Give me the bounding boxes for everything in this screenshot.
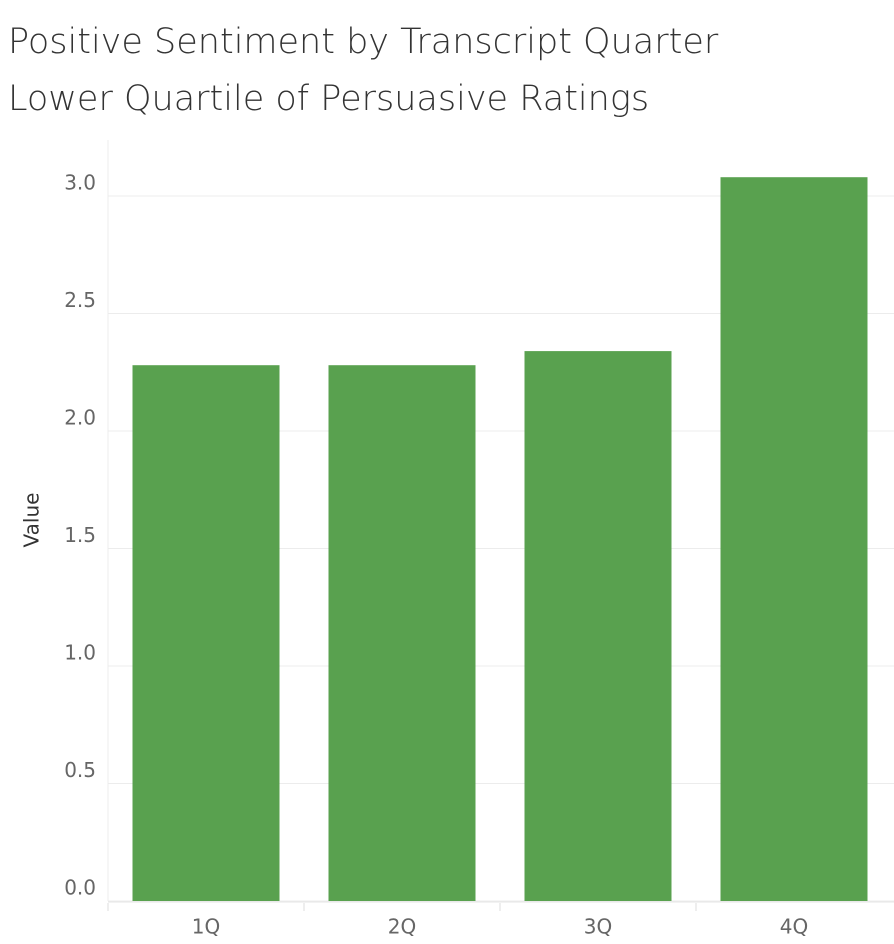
- y-tick-label: 0.0: [64, 876, 96, 900]
- chart-title: Positive Sentiment by Transcript Quarter: [8, 22, 719, 62]
- y-tick-label: 2.0: [64, 406, 96, 430]
- y-tick-label: 0.5: [64, 758, 96, 782]
- y-tick-label: 1.5: [64, 523, 96, 547]
- bar: [132, 365, 280, 901]
- y-tick-label: 2.5: [64, 288, 96, 312]
- bar: [720, 177, 868, 901]
- chart-subtitle: Lower Quartile of Persuasive Ratings: [8, 79, 649, 119]
- y-axis-title: Value: [20, 493, 44, 548]
- x-tick-label: 3Q: [584, 915, 612, 939]
- y-tick-label: 3.0: [64, 171, 96, 195]
- x-tick-label: 2Q: [388, 915, 416, 939]
- bar: [328, 365, 476, 901]
- y-tick-label: 1.0: [64, 641, 96, 665]
- x-tick-label: 1Q: [192, 915, 220, 939]
- bar: [524, 351, 672, 902]
- x-tick-label: 4Q: [780, 915, 808, 939]
